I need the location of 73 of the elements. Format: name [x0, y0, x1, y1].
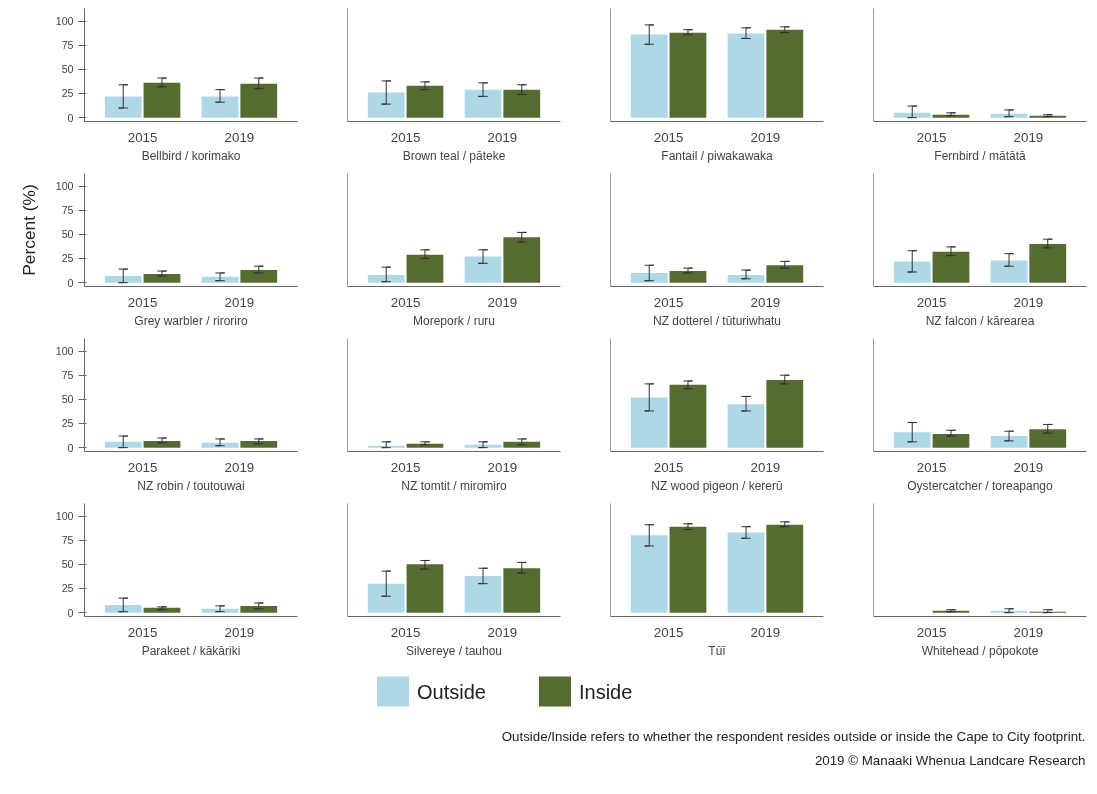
y-tick-label: 100 — [55, 15, 74, 28]
x-tick-label: 2015 — [653, 129, 684, 145]
x-tick-label: 2015 — [916, 624, 947, 640]
y-tick-label: 75 — [61, 534, 74, 547]
x-tick-label: 2015 — [916, 129, 947, 145]
y-tick-label: 25 — [61, 87, 74, 100]
x-tick-label: 2019 — [224, 294, 255, 310]
legend-label: Outside — [417, 680, 486, 703]
x-tick-label: 2019 — [224, 129, 255, 145]
y-tick-label: 100 — [55, 510, 74, 523]
y-tick-label: 75 — [61, 39, 74, 52]
legend-label: Inside — [579, 680, 633, 703]
y-tick-label: 100 — [55, 345, 74, 358]
x-axis-title: Oystercatcher / toreapango — [907, 478, 1054, 493]
x-tick-label: 2019 — [487, 129, 518, 145]
x-tick-label: 2015 — [916, 294, 947, 310]
x-tick-label: 2019 — [750, 129, 781, 145]
x-tick-label: 2019 — [487, 294, 518, 310]
x-tick-label: 2019 — [1013, 129, 1044, 145]
y-axis-title: Percent (%) — [18, 184, 39, 276]
x-tick-label: 2015 — [916, 459, 947, 475]
y-tick-label: 100 — [55, 180, 74, 193]
x-tick-label: 2019 — [487, 459, 518, 475]
x-tick-label: 2019 — [750, 459, 781, 475]
x-axis-title: Bellbird / korimako — [141, 148, 241, 163]
x-tick-label: 2015 — [653, 624, 684, 640]
x-tick-label: 2019 — [1013, 624, 1044, 640]
y-tick-label: 50 — [61, 63, 74, 76]
x-axis-title: NZ wood pigeon / kererū — [651, 478, 783, 493]
x-tick-label: 2015 — [390, 294, 421, 310]
x-axis-title: Fernbird / mātātā — [934, 148, 1027, 163]
x-tick-label: 2019 — [1013, 459, 1044, 475]
x-tick-label: 2019 — [224, 624, 255, 640]
x-tick-label: 2015 — [390, 459, 421, 475]
x-axis-title: NZ robin / toutouwai — [137, 478, 245, 493]
x-tick-label: 2019 — [1013, 294, 1044, 310]
x-axis-title: Brown teal / pāteke — [402, 148, 506, 163]
x-tick-label: 2015 — [127, 294, 158, 310]
y-tick-label: 50 — [61, 228, 74, 241]
y-tick-label: 75 — [61, 369, 74, 382]
x-axis-title: Grey warbler / riroriro — [134, 313, 248, 328]
y-tick-label: 0 — [67, 441, 74, 454]
y-tick-label: 25 — [61, 582, 74, 595]
y-tick-label: 0 — [67, 276, 74, 289]
y-tick-label: 50 — [61, 393, 74, 406]
x-tick-label: 2015 — [127, 129, 158, 145]
x-tick-label: 2015 — [653, 459, 684, 475]
y-tick-label: 25 — [61, 252, 74, 265]
x-tick-label: 2015 — [390, 129, 421, 145]
y-tick-label: 0 — [67, 606, 74, 619]
x-axis-title: Parakeet / kākāriki — [141, 643, 241, 658]
y-tick-label: 50 — [61, 558, 74, 571]
x-tick-label: 2019 — [224, 459, 255, 475]
text: 2019 © Manaaki Whenua Landcare Research — [814, 753, 1086, 768]
x-axis-title: Fantail / piwakawaka — [661, 148, 774, 163]
y-tick-label: 75 — [61, 204, 74, 217]
x-axis-title: NZ dotterel / tūturiwhatu — [652, 313, 782, 328]
x-tick-label: 2019 — [487, 624, 518, 640]
x-axis-title: Morepork / ruru — [412, 313, 496, 328]
x-axis-title: Whitehead / pōpokote — [921, 643, 1039, 658]
x-tick-label: 2015 — [127, 624, 158, 640]
x-axis-title: NZ tomtit / miromiro — [401, 478, 507, 493]
x-tick-label: 2019 — [750, 294, 781, 310]
x-tick-label: 2019 — [750, 624, 781, 640]
x-axis-title: Tūī — [708, 643, 727, 658]
y-tick-label: 0 — [67, 111, 74, 124]
x-tick-label: 2015 — [390, 624, 421, 640]
y-tick-label: 25 — [61, 417, 74, 430]
x-tick-label: 2015 — [653, 294, 684, 310]
x-tick-label: 2015 — [127, 459, 158, 475]
x-axis-title: Silvereye / tauhou — [405, 643, 503, 658]
text: Outside/Inside refers to whether the respondent resides outside or inside the Cape to City footprint. — [501, 729, 1086, 744]
x-axis-title: NZ falcon / kārearea — [925, 313, 1035, 328]
